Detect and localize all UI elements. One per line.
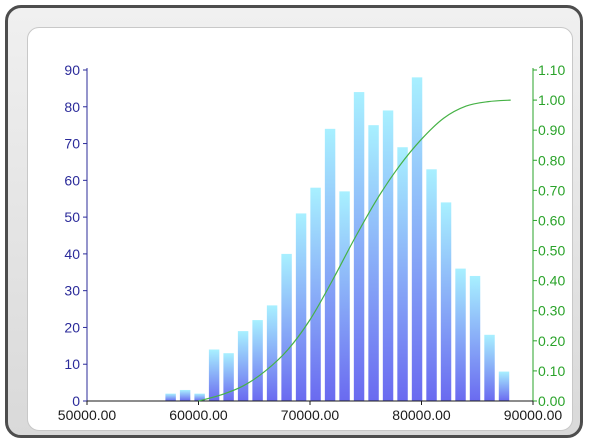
histogram-bar xyxy=(179,389,191,401)
histogram-bar xyxy=(165,393,176,401)
x-tick-label: 70000.00 xyxy=(281,407,340,423)
histogram-bar xyxy=(455,268,466,401)
left-tick-label: 80 xyxy=(64,99,80,115)
tick-labels: 0 10 20 30 40 50 60 70 80 90 0.00 0.10 0.20 0.30 0.40 0… xyxy=(58,62,566,423)
right-tick-label: 1.10 xyxy=(538,62,565,78)
right-tick-label: 0.40 xyxy=(538,273,565,289)
x-tick-label: 50000.00 xyxy=(58,407,117,423)
x-tick-label: 90000.00 xyxy=(504,407,563,423)
axes xyxy=(83,68,537,405)
left-tick-label: 30 xyxy=(64,283,80,299)
x-tick-label: 80000.00 xyxy=(392,407,451,423)
histogram-bar xyxy=(223,353,234,401)
right-tick-label: 1.00 xyxy=(538,92,565,108)
histogram-bar xyxy=(295,213,307,401)
right-tick-label: 0.60 xyxy=(538,212,565,228)
right-tick-label: 0.90 xyxy=(538,122,565,138)
histogram-bar xyxy=(353,92,365,401)
left-tick-label: 20 xyxy=(64,319,80,335)
chart-frame: 0 10 20 30 40 50 60 70 80 90 0.00 0.10 0.20 0.30 0.40 0… xyxy=(5,5,583,438)
left-tick-label: 0 xyxy=(72,393,80,409)
right-tick-label: 0.80 xyxy=(538,152,565,168)
cumulative-line xyxy=(198,99,511,402)
histogram-bar xyxy=(484,334,495,401)
histogram-bar xyxy=(266,305,278,401)
histogram-bar xyxy=(324,128,336,401)
histogram-bar xyxy=(411,77,423,402)
histogram-bar xyxy=(498,371,510,401)
histogram-bar xyxy=(368,125,379,402)
left-tick-label: 40 xyxy=(64,246,80,262)
right-tick-label: 0.70 xyxy=(538,182,565,198)
histogram-bar xyxy=(281,253,292,401)
histogram-bar xyxy=(382,110,394,402)
right-tick-label: 0.00 xyxy=(538,393,565,409)
histogram-bar xyxy=(237,331,249,401)
left-tick-label: 90 xyxy=(64,62,80,78)
right-tick-label: 0.20 xyxy=(538,333,565,349)
histogram-bar xyxy=(397,147,408,401)
histogram-bar xyxy=(440,202,452,401)
histogram-bar xyxy=(469,275,481,401)
chart-panel: 0 10 20 30 40 50 60 70 80 90 0.00 0.10 0.20 0.30 0.40 0… xyxy=(27,27,573,431)
histogram-bar xyxy=(252,320,263,401)
left-tick-label: 60 xyxy=(64,172,80,188)
histogram-bar xyxy=(310,187,321,401)
histogram-bar xyxy=(339,191,350,401)
histogram-bar xyxy=(194,393,205,401)
histogram-bars xyxy=(165,77,510,402)
left-tick-label: 50 xyxy=(64,209,80,225)
histogram-bar xyxy=(426,169,437,401)
x-tick-label: 60000.00 xyxy=(169,407,228,423)
right-tick-label: 0.50 xyxy=(538,243,565,259)
histogram-bar xyxy=(208,349,220,401)
histogram-chart: 0 10 20 30 40 50 60 70 80 90 0.00 0.10 0.20 0.30 0.40 0… xyxy=(58,62,566,423)
left-tick-label: 70 xyxy=(64,136,80,152)
right-tick-label: 0.30 xyxy=(538,303,565,319)
left-tick-label: 10 xyxy=(64,356,80,372)
right-tick-label: 0.10 xyxy=(538,363,565,379)
